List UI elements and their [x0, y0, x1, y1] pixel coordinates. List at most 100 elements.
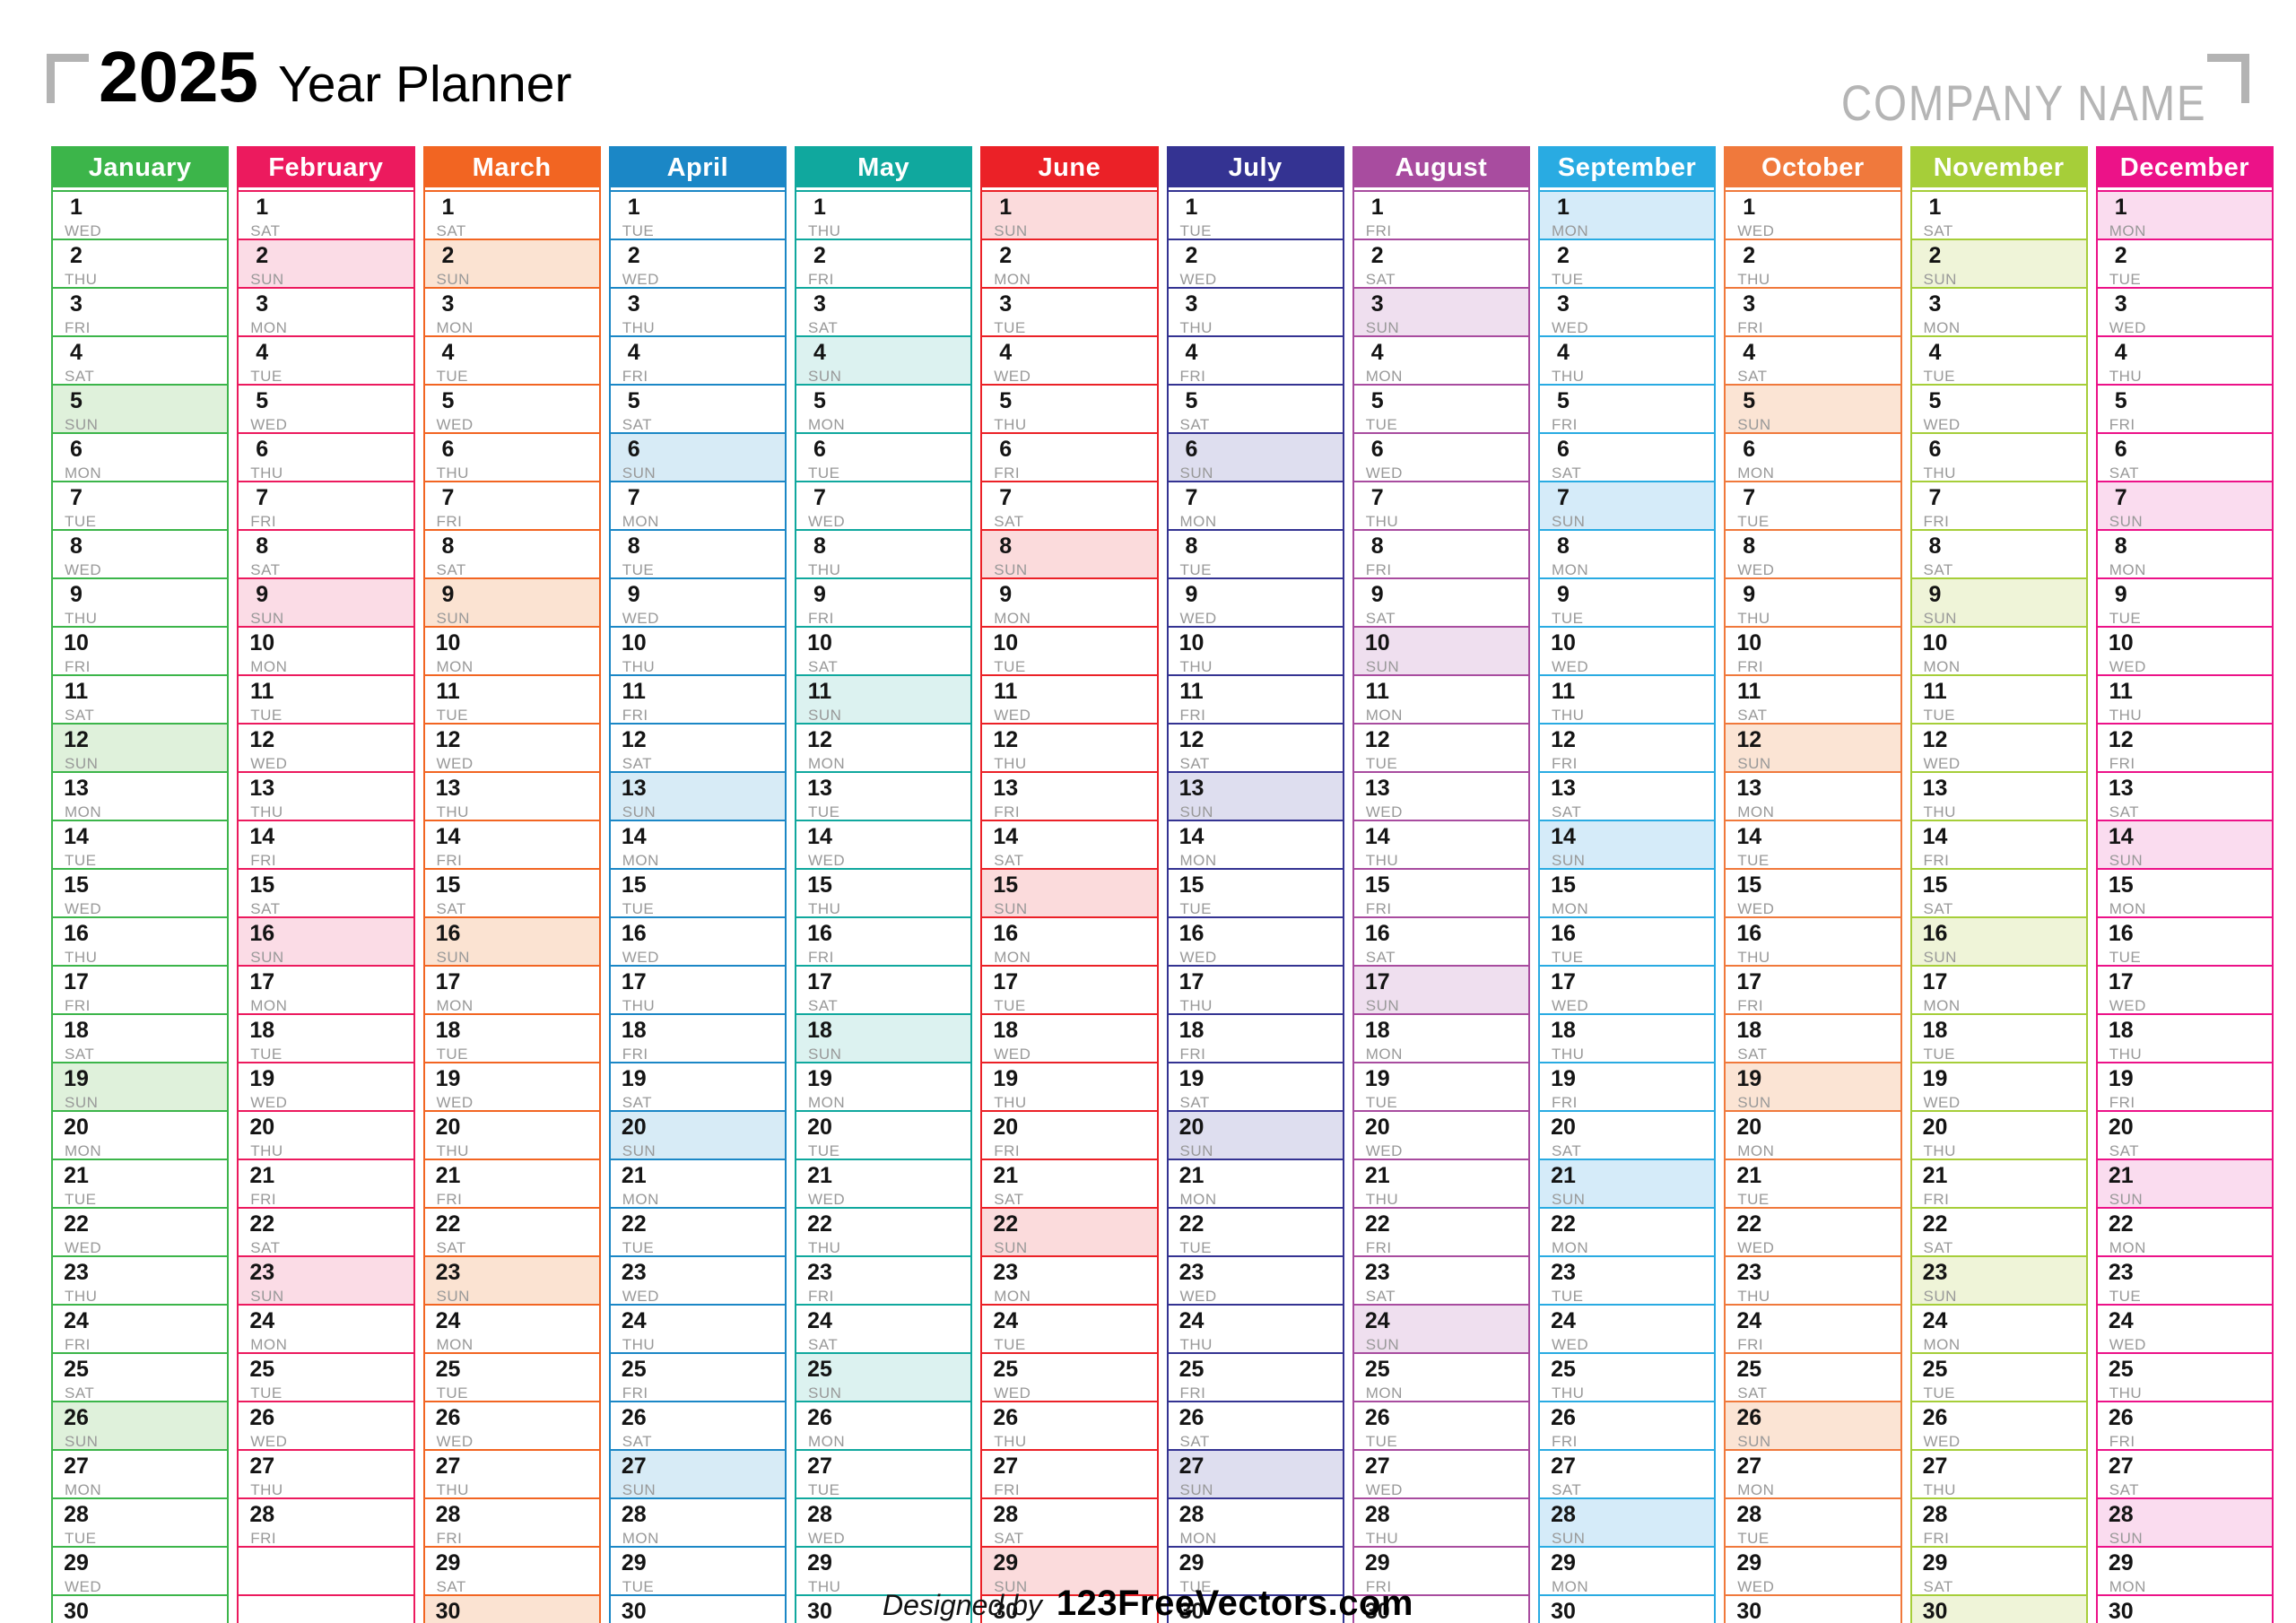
day-cell-november-5: 5 WED	[1911, 384, 2086, 432]
day-number: 8	[70, 534, 83, 559]
day-weekday: SAT	[622, 416, 653, 432]
day-weekday: TUE	[1552, 1288, 1584, 1304]
day-number: 24	[1364, 1308, 1390, 1333]
day-weekday: SUN	[1365, 1336, 1400, 1352]
day-number: 9	[1743, 582, 1756, 607]
day-weekday: SAT	[250, 1239, 281, 1255]
day-number: 21	[1178, 1163, 1205, 1188]
day-cell-february-3: 3 MON	[239, 287, 413, 335]
month-days: 1 SAT 2 SUN 3 MON 4 TUE 5 WED 6 THU 7 FRI 8 SAT 9 SUN 10 MO…	[239, 190, 413, 1623]
day-number: 21	[807, 1163, 832, 1188]
day-weekday: MON	[436, 319, 474, 335]
day-number: 17	[64, 969, 89, 994]
day-number: 23	[64, 1260, 89, 1285]
day-number: 20	[2108, 1115, 2134, 1140]
day-cell-february-14: 14 FRI	[239, 820, 413, 868]
day-number: 6	[813, 437, 826, 462]
day-cell-march-19: 19 WED	[424, 1062, 599, 1110]
day-weekday: SUN	[436, 271, 470, 287]
title-subtitle: Year Planner	[277, 56, 572, 113]
day-number: 23	[807, 1260, 832, 1285]
day-weekday: SUN	[994, 900, 1028, 916]
months-grid: January 1 WED 2 THU 3 FRI 4 SAT 5 SUN 6 MON 7 TUE 8 WED 9…	[51, 146, 2274, 1623]
day-cell-october-29: 29 WED	[1726, 1546, 1900, 1594]
day-cell-may-28: 28 WED	[796, 1497, 971, 1546]
day-weekday: THU	[1737, 1288, 1770, 1304]
day-weekday: SUN	[65, 416, 99, 432]
day-number: 29	[1922, 1550, 1948, 1575]
day-cell-september-16: 16 TUE	[1540, 916, 1715, 965]
day-weekday: FRI	[2109, 755, 2135, 771]
day-number: 4	[256, 340, 269, 365]
day-number: 23	[2108, 1260, 2134, 1285]
day-number: 29	[621, 1550, 647, 1575]
day-weekday: MON	[2109, 1239, 2146, 1255]
day-number: 12	[249, 727, 275, 752]
day-number: 14	[1736, 824, 1762, 849]
day-number: 29	[1551, 1550, 1576, 1575]
day-weekday: SUN	[1923, 610, 1957, 626]
day-number: 30	[807, 1599, 832, 1623]
day-weekday: WED	[436, 1433, 474, 1449]
day-number: 10	[1736, 630, 1762, 655]
day-cell-october-28: 28 TUE	[1726, 1497, 1900, 1546]
day-number: 12	[1364, 727, 1390, 752]
day-cell-december-26: 26 FRI	[2097, 1401, 2272, 1449]
day-cell-august-5: 5 TUE	[1353, 384, 1528, 432]
day-number: 13	[1364, 776, 1390, 801]
day-weekday: MON	[65, 464, 102, 481]
day-cell-january-2: 2 THU	[53, 239, 228, 287]
day-weekday: SUN	[808, 368, 842, 384]
day-weekday: FRI	[250, 513, 277, 529]
day-number: 14	[435, 824, 461, 849]
day-cell-july-18: 18 FRI	[1168, 1013, 1343, 1062]
day-weekday: THU	[994, 1433, 1027, 1449]
crop-mark-top-left-icon	[47, 54, 89, 103]
day-weekday: MON	[65, 1142, 102, 1159]
day-cell-august-6: 6 WED	[1353, 432, 1528, 481]
day-cell-august-20: 20 WED	[1353, 1110, 1528, 1159]
day-cell-december-21: 21 SUN	[2097, 1159, 2272, 1207]
day-number: 12	[807, 727, 832, 752]
day-cell-november-7: 7 FRI	[1911, 481, 2086, 529]
day-weekday: WED	[1179, 1288, 1217, 1304]
day-weekday: WED	[2109, 319, 2146, 335]
day-cell-july-3: 3 THU	[1168, 287, 1343, 335]
day-weekday: SAT	[994, 852, 1024, 868]
day-number: 17	[1178, 969, 1205, 994]
day-number: 30	[1364, 1599, 1390, 1623]
day-cell-february-27: 27 THU	[239, 1449, 413, 1497]
day-number: 29	[2108, 1550, 2134, 1575]
day-number: 15	[1736, 872, 1762, 898]
day-weekday: MON	[1365, 1046, 1403, 1062]
day-number: 19	[64, 1066, 89, 1091]
day-cell-february-11: 11 TUE	[239, 674, 413, 723]
day-number: 13	[2108, 776, 2134, 801]
day-weekday: TUE	[65, 1530, 97, 1546]
day-number: 10	[993, 630, 1019, 655]
day-number: 9	[813, 582, 826, 607]
day-cell-july-6: 6 SUN	[1168, 432, 1343, 481]
day-cell-march-20: 20 THU	[424, 1110, 599, 1159]
day-weekday: TUE	[1552, 271, 1584, 287]
day-cell-march-15: 15 SAT	[424, 868, 599, 916]
day-number: 8	[1928, 534, 1942, 559]
day-number: 7	[1743, 485, 1756, 510]
day-number: 11	[1737, 679, 1761, 704]
day-weekday: FRI	[1552, 1433, 1578, 1449]
day-number: 22	[993, 1211, 1019, 1237]
day-weekday: TUE	[1365, 1094, 1398, 1110]
day-cell-december-20: 20 SAT	[2097, 1110, 2272, 1159]
day-number: 26	[1551, 1405, 1576, 1430]
day-weekday: THU	[1923, 464, 1956, 481]
day-number: 19	[807, 1066, 832, 1091]
day-number: 1	[2114, 195, 2127, 220]
day-cell-june-19: 19 THU	[982, 1062, 1157, 1110]
month-days: 1 SAT 2 SUN 3 MON 4 TUE 5 WED 6 THU 7 FRI 8 SAT 9 SUN 10 MO…	[1911, 190, 2086, 1623]
day-number: 6	[1743, 437, 1756, 462]
day-cell-may-9: 9 FRI	[796, 577, 971, 626]
day-cell-september-25: 25 THU	[1540, 1352, 1715, 1401]
day-number: 21	[64, 1163, 89, 1188]
day-number: 21	[435, 1163, 461, 1188]
month-column-july: July 1 TUE 2 WED 3 THU 4 FRI 5 SAT 6 SUN 7 MON 8 TUE 9 WED…	[1166, 146, 1344, 1623]
